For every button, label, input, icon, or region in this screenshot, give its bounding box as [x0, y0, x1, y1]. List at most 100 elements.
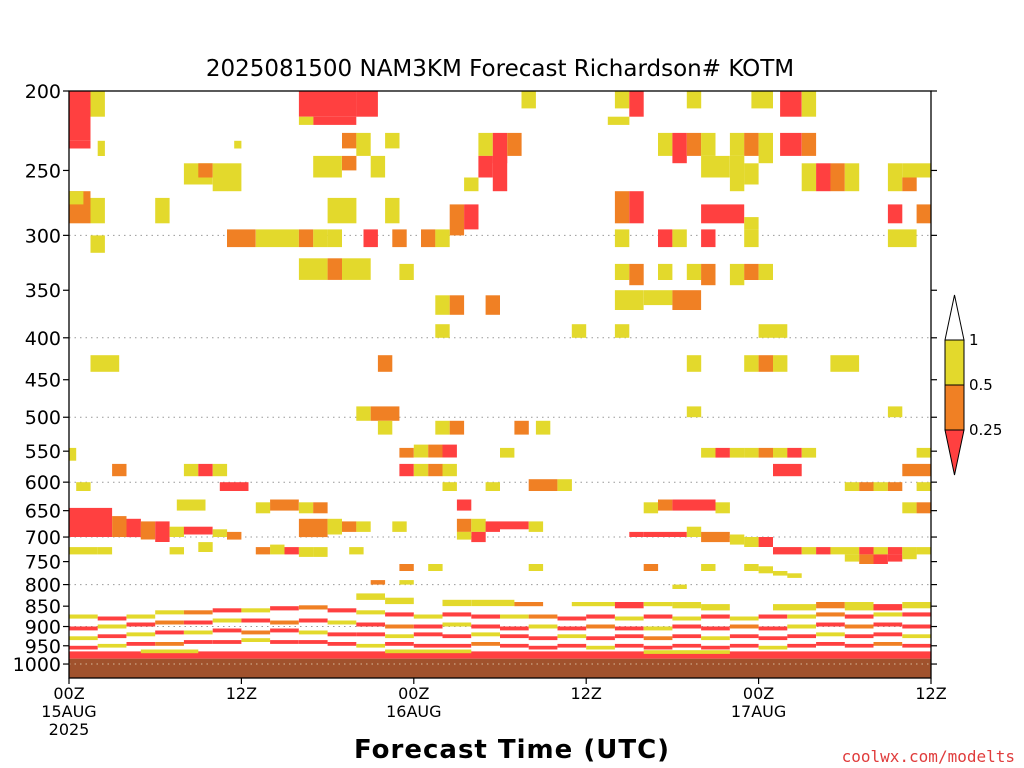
data-cell [629, 191, 644, 224]
data-cell [97, 547, 113, 555]
data-cell [155, 197, 170, 224]
data-cell [787, 643, 816, 648]
data-cell [392, 229, 407, 248]
data-cell [614, 324, 630, 338]
data-cell [902, 643, 931, 648]
data-cell [471, 642, 500, 646]
data-cell [69, 547, 98, 555]
data-cell [442, 482, 457, 491]
data-cell [686, 132, 702, 156]
y-tick-label: 600 [25, 472, 61, 494]
data-cell [428, 444, 443, 458]
data-cell [729, 263, 745, 286]
data-cell [485, 295, 500, 315]
data-cell [399, 564, 414, 571]
data-cell [356, 521, 371, 532]
data-cell [413, 463, 429, 477]
data-cell [327, 620, 357, 625]
data-cell [672, 634, 702, 639]
data-cell [773, 463, 802, 477]
data-cell [773, 355, 788, 372]
data-cell [873, 642, 903, 646]
data-cell [557, 626, 587, 631]
data-cell [844, 634, 874, 639]
data-cell [787, 624, 816, 629]
data-cell [816, 622, 845, 627]
data-cell [916, 502, 931, 514]
data-cell [399, 463, 414, 477]
data-cell [557, 634, 587, 639]
x-tick-label: 12Z [571, 684, 602, 703]
data-cell [69, 507, 113, 537]
data-cell [758, 324, 788, 338]
data-cell [773, 447, 788, 458]
data-cell [701, 531, 730, 543]
data-cell [729, 132, 745, 156]
data-cell [887, 406, 903, 418]
data-cell [844, 643, 874, 648]
data-cell [298, 91, 357, 117]
data-cell [428, 564, 443, 571]
data-cell [363, 229, 378, 248]
data-cell [492, 132, 508, 164]
data-cell [629, 531, 644, 537]
data-cell [729, 447, 745, 458]
data-cell [69, 447, 77, 461]
data-cell [758, 537, 773, 547]
data-cell [873, 622, 903, 627]
data-cell [370, 406, 400, 421]
data-cell [456, 499, 472, 511]
data-cell [69, 140, 91, 149]
data-cell [744, 217, 759, 230]
data-cell [607, 116, 630, 125]
data-cell [816, 602, 845, 609]
data-cell [571, 324, 587, 338]
data-cell [672, 499, 716, 511]
data-cell [442, 599, 472, 607]
data-cell [859, 547, 874, 555]
data-cell [916, 547, 931, 555]
data-cell [183, 620, 213, 625]
data-cell [514, 602, 544, 607]
data-cell [126, 632, 156, 637]
data-cell [902, 502, 917, 514]
data-cell [456, 518, 472, 532]
data-cell [701, 626, 730, 631]
data-cell [449, 295, 465, 315]
data-cell [500, 643, 529, 648]
data-cell [298, 630, 328, 635]
data-cell [385, 597, 414, 605]
data-cell [780, 132, 802, 156]
data-cell [169, 526, 184, 537]
data-cell [464, 177, 479, 192]
data-cell [485, 521, 500, 532]
y-tick-label: 450 [25, 370, 61, 392]
data-cell [313, 547, 328, 557]
data-cell [614, 634, 644, 639]
data-cell [902, 634, 931, 639]
x-tick-label: 12Z [226, 684, 257, 703]
data-cell [97, 643, 127, 648]
data-cell [859, 554, 874, 564]
data-cell [758, 132, 773, 164]
data-cell [528, 521, 544, 532]
data-cell [643, 626, 673, 631]
data-cell [385, 649, 472, 654]
data-cell [356, 406, 371, 421]
data-cell [557, 616, 587, 621]
data-cell [672, 616, 702, 621]
data-cell [155, 620, 184, 625]
data-cell [729, 624, 759, 629]
data-cell [844, 163, 860, 192]
data-cell [270, 499, 299, 511]
data-cell [873, 604, 903, 611]
data-cell [377, 420, 393, 435]
data-cell [212, 628, 242, 633]
data-cell [298, 618, 328, 623]
data-cell [342, 521, 357, 532]
legend-label: 0.25 [969, 421, 1002, 439]
data-cell [801, 447, 817, 458]
data-cell [356, 593, 385, 600]
data-cell [399, 447, 414, 458]
